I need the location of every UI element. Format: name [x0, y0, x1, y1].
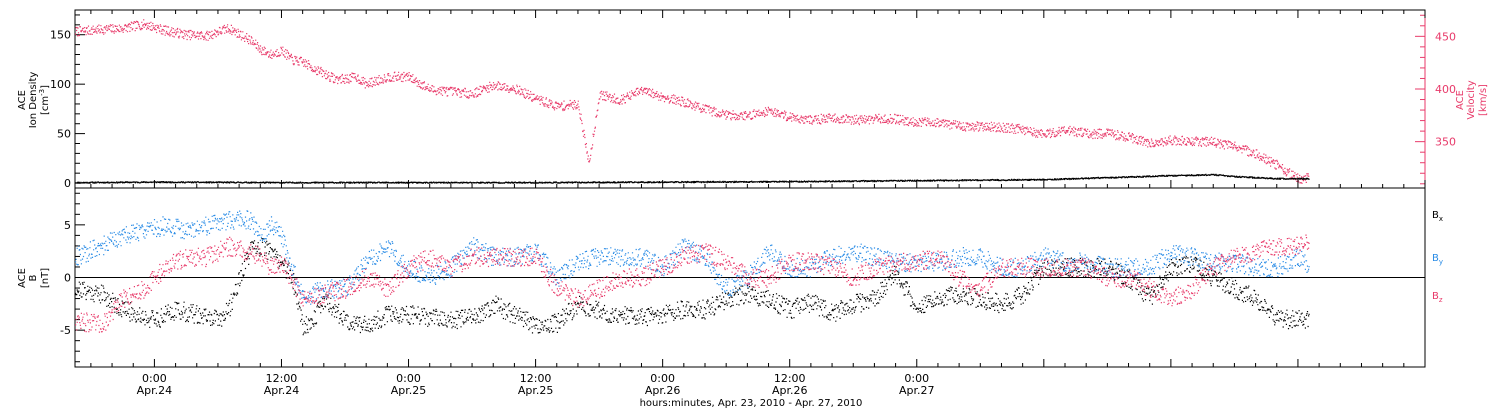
top-panel: 0 50 100 150 350 400 450 [50, 9, 1456, 190]
velocity-label-line2: Velocity [1466, 80, 1477, 119]
x-tick-time-label: 12:00 [266, 372, 298, 385]
x-tick-time-label: 0:00 [904, 372, 929, 385]
density-unit-close: ] [40, 85, 51, 89]
velocity-axis-label: ACE Velocity [km/s] [1455, 80, 1489, 119]
x-tick-date-label: Apr.27 [899, 384, 935, 397]
x-tick-date-label: Apr.26 [772, 384, 808, 397]
x-tick-date-label: Apr.26 [645, 384, 681, 397]
legend-bz-sub: z [1439, 296, 1443, 304]
field-tick-label: 0 [64, 272, 71, 285]
velocity-label-line1: ACE [1455, 90, 1466, 110]
legend-bx: Bx [1432, 210, 1443, 223]
density-label-line1: ACE [17, 90, 28, 110]
x-tick-date-label: Apr.24 [264, 384, 300, 397]
x-tick-time-label: 0:00 [650, 372, 675, 385]
density-tick-label: 150 [50, 29, 71, 42]
legend-bx-sub: x [1439, 215, 1443, 223]
x-tick-date-label: Apr.25 [391, 384, 427, 397]
density-unit-exponent: -3 [38, 89, 46, 96]
x-tick-date-label: Apr.24 [137, 384, 173, 397]
by-series [75, 210, 1310, 305]
velocity-series [75, 19, 1310, 184]
field-legend: Bx By Bz [1432, 210, 1443, 304]
bx-series [75, 238, 1310, 336]
x-axis: 0:00Apr.2412:00Apr.240:00Apr.2512:00Apr.… [90, 10, 1426, 397]
density-tick-label: 0 [64, 177, 71, 190]
legend-bx-base: B [1432, 210, 1439, 221]
field-tick-label: 5 [64, 219, 71, 232]
bottom-panel: -5 0 5 [60, 187, 1426, 368]
velocity-tick-label: 450 [1435, 30, 1456, 43]
density-label-line2: Ion Density [28, 72, 39, 129]
density-label-line3: [cm-3] [38, 85, 51, 115]
x-tick-time-label: 0:00 [142, 372, 167, 385]
density-tick-label: 100 [50, 78, 71, 91]
density-axis-label: ACE Ion Density [cm-3] [17, 72, 51, 129]
field-label-line2: B [28, 274, 39, 281]
density-tick-label: 50 [57, 128, 71, 141]
velocity-tick-label: 400 [1435, 83, 1456, 96]
x-tick-date-label: Apr.25 [518, 384, 554, 397]
x-axis-title: hours:minutes, Apr. 23, 2010 - Apr. 27, … [640, 398, 863, 409]
x-tick-time-label: 0:00 [396, 372, 421, 385]
velocity-tick-label: 350 [1435, 136, 1456, 149]
legend-by: By [1432, 253, 1443, 266]
density-series [75, 173, 1310, 184]
bz-series [75, 234, 1310, 333]
field-label-line3: [nT] [40, 268, 51, 288]
x-tick-time-label: 12:00 [520, 372, 552, 385]
field-label-line1: ACE [17, 268, 28, 288]
field-tick-label: -5 [60, 324, 71, 337]
density-unit-text: [cm [40, 96, 51, 115]
x-tick-time-label: 12:00 [774, 372, 806, 385]
legend-bz-base: B [1432, 291, 1439, 302]
velocity-label-line3: [km/s] [1478, 84, 1489, 116]
legend-by-base: B [1432, 253, 1439, 264]
legend-bz: Bz [1432, 291, 1443, 304]
top-panel-frame [74, 9, 1426, 189]
legend-by-sub: y [1439, 258, 1443, 266]
field-axis-label: ACE B [nT] [17, 268, 51, 288]
